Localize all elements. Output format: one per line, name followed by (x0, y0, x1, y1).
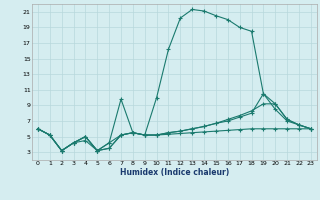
X-axis label: Humidex (Indice chaleur): Humidex (Indice chaleur) (120, 168, 229, 177)
